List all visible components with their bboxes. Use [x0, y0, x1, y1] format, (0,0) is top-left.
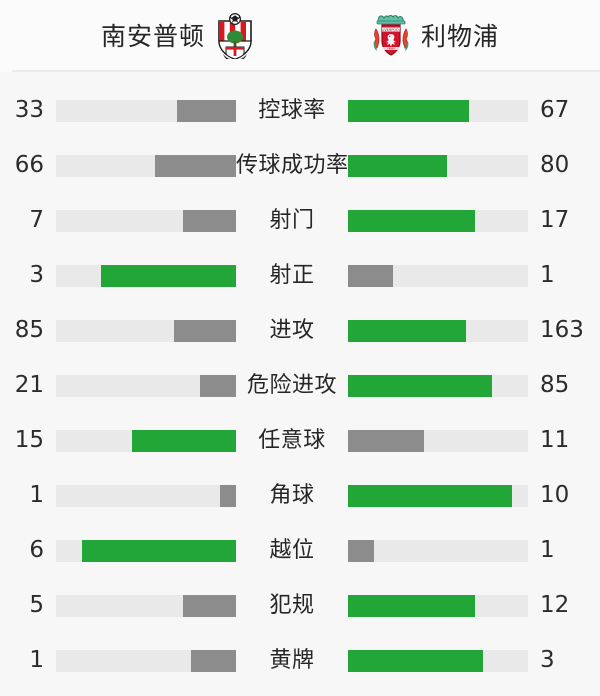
- home-value: 1: [29, 647, 44, 673]
- away-value: 17: [540, 207, 570, 233]
- home-bar-track: [56, 319, 236, 342]
- home-bar-track: [56, 429, 236, 452]
- home-bar-track: [56, 649, 236, 672]
- stat-label: 犯规: [269, 592, 315, 618]
- stat-label: 危险进攻: [246, 372, 337, 398]
- away-value: 3: [540, 647, 555, 673]
- stat-row: 21 危险进攻 85: [0, 358, 600, 413]
- home-value: 1: [29, 482, 44, 508]
- stat-row: 66 传球成功率 80: [0, 138, 600, 193]
- stat-row: 3 射正 1: [0, 248, 600, 303]
- home-team-name: 南安普顿: [100, 21, 205, 51]
- liverpool-crest-icon: LIVERPOOL YNWA: [369, 13, 413, 59]
- home-bar-fill: [200, 374, 236, 397]
- stat-label: 任意球: [258, 427, 326, 453]
- away-value: 1: [540, 262, 555, 288]
- stat-row: 5 犯规 12: [0, 578, 600, 633]
- away-bar-fill: [348, 484, 512, 507]
- stat-label: 越位: [269, 537, 315, 563]
- stat-label: 射门: [269, 207, 315, 233]
- away-bar-fill: [348, 99, 469, 122]
- stat-row: 7 射门 17: [0, 193, 600, 248]
- home-bar-track: [56, 374, 236, 397]
- away-bar-track: [348, 319, 528, 342]
- away-team-name: 利物浦: [421, 21, 500, 51]
- statistics-list: 33 控球率 67 66 传球成功率 80 7 射门 17 3 射正 1 85 进攻 163 21 危险进攻 85…: [0, 72, 600, 688]
- away-bar-fill: [348, 429, 425, 452]
- away-bar-track: [348, 649, 528, 672]
- away-bar-track: [348, 99, 528, 122]
- home-value: 3: [29, 262, 44, 288]
- home-bar-fill: [101, 264, 236, 287]
- home-bar-fill: [132, 429, 236, 452]
- stat-label: 传球成功率: [236, 152, 349, 178]
- home-bar-fill: [183, 209, 236, 232]
- away-bar-track: [348, 484, 528, 507]
- stat-row: 6 越位 1: [0, 523, 600, 578]
- away-bar-fill: [348, 374, 493, 397]
- away-bar-track: [348, 429, 528, 452]
- stat-label: 黄牌: [269, 647, 315, 673]
- away-value: 12: [540, 592, 570, 618]
- away-value: 67: [540, 97, 570, 123]
- home-value: 85: [14, 317, 44, 343]
- home-value: 5: [29, 592, 44, 618]
- svg-text:LIVERPOOL: LIVERPOOL: [382, 28, 401, 32]
- away-value: 163: [540, 317, 584, 343]
- stat-label: 角球: [269, 482, 315, 508]
- stat-row: 33 控球率 67: [0, 83, 600, 138]
- away-value: 1: [540, 537, 555, 563]
- home-bar-fill: [183, 594, 236, 617]
- home-value: 33: [14, 97, 44, 123]
- away-bar-track: [348, 209, 528, 232]
- away-bar-fill: [348, 264, 393, 287]
- svg-text:YNWA: YNWA: [387, 47, 395, 51]
- away-bar-track: [348, 374, 528, 397]
- away-bar-track: [348, 539, 528, 562]
- home-value: 15: [14, 427, 44, 453]
- away-value: 85: [540, 372, 570, 398]
- home-bar-fill: [191, 649, 236, 672]
- home-value: 6: [29, 537, 44, 563]
- away-bar-fill: [348, 209, 476, 232]
- home-bar-fill: [219, 484, 236, 507]
- away-bar-track: [348, 154, 528, 177]
- home-bar-fill: [81, 539, 236, 562]
- away-value: 11: [540, 427, 570, 453]
- stat-row: 15 任意球 11: [0, 413, 600, 468]
- away-bar-fill: [348, 594, 476, 617]
- home-bar-track: [56, 539, 236, 562]
- home-bar-track: [56, 484, 236, 507]
- away-bar-track: [348, 264, 528, 287]
- stat-row: 85 进攻 163: [0, 303, 600, 358]
- home-bar-fill: [174, 319, 236, 342]
- away-team: LIVERPOOL YNWA 利物浦: [369, 13, 499, 59]
- away-bar-track: [348, 594, 528, 617]
- home-bar-track: [56, 264, 236, 287]
- match-header: 南安普顿: [0, 0, 600, 72]
- away-bar-fill: [348, 154, 447, 177]
- home-bar-fill: [176, 99, 236, 122]
- stat-label: 射正: [269, 262, 315, 288]
- home-bar-fill: [154, 154, 236, 177]
- home-bar-track: [56, 209, 236, 232]
- home-value: 7: [29, 207, 44, 233]
- home-bar-track: [56, 594, 236, 617]
- stat-label: 进攻: [269, 317, 315, 343]
- away-bar-fill: [348, 319, 467, 342]
- stat-row: 1 黄牌 3: [0, 633, 600, 688]
- home-bar-track: [56, 99, 236, 122]
- home-value: 21: [14, 372, 44, 398]
- away-bar-fill: [348, 539, 374, 562]
- southampton-crest-icon: [213, 13, 257, 59]
- home-bar-track: [56, 154, 236, 177]
- stat-label: 控球率: [258, 97, 326, 123]
- away-bar-fill: [348, 649, 483, 672]
- away-value: 80: [540, 152, 570, 178]
- stat-row: 1 角球 10: [0, 468, 600, 523]
- header-divider: [12, 70, 600, 72]
- home-team: 南安普顿: [101, 13, 257, 59]
- home-value: 66: [14, 152, 44, 178]
- away-value: 10: [540, 482, 570, 508]
